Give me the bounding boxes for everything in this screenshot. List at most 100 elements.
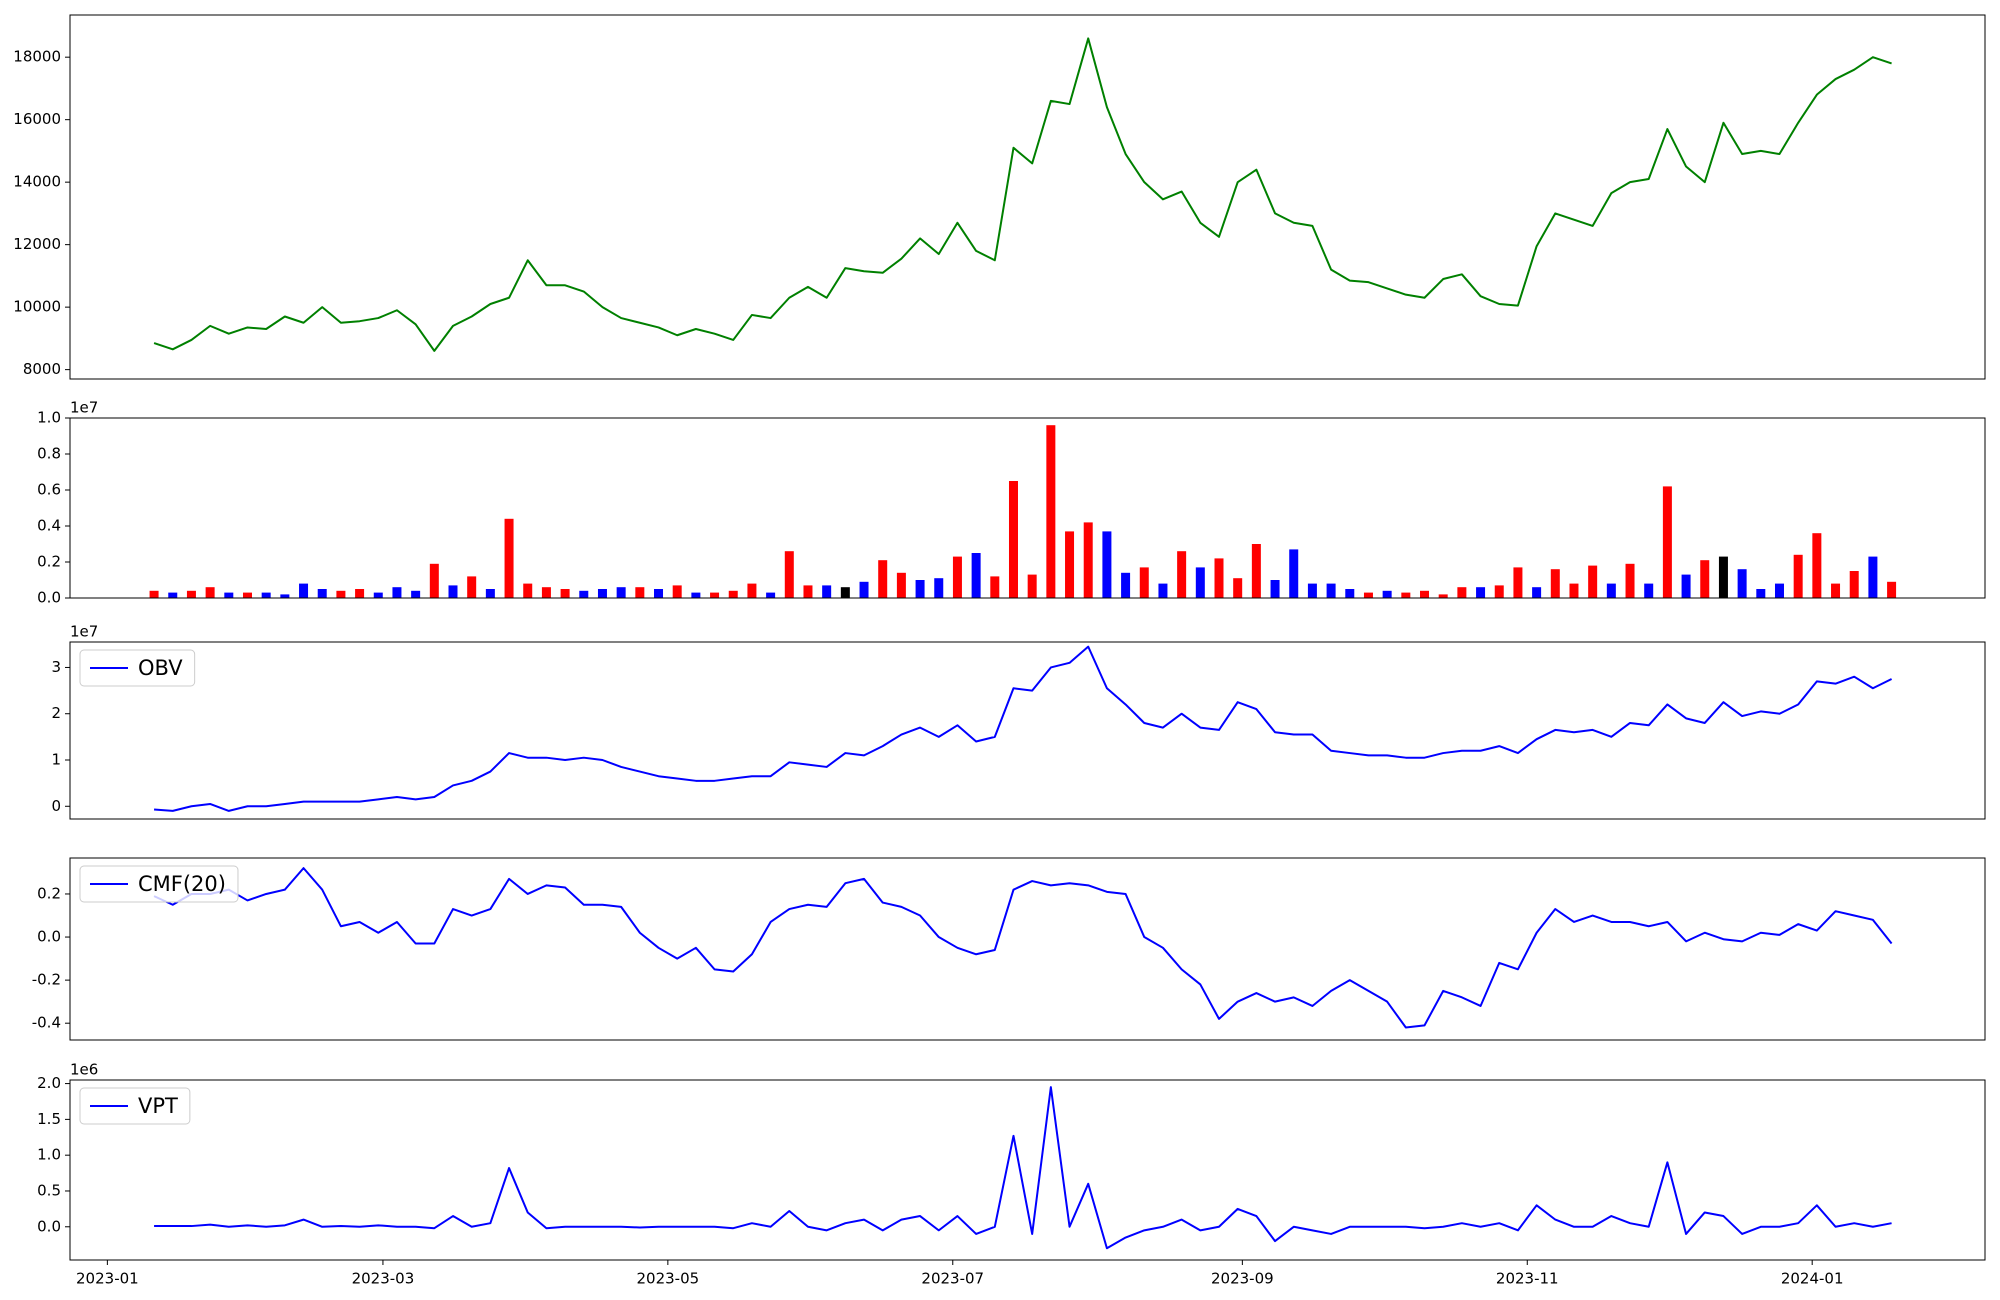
volume-bar: [541, 587, 551, 598]
volume-bar: [1644, 583, 1654, 598]
y-tick-label: 0.0: [37, 589, 61, 607]
volume-bar: [1625, 563, 1635, 598]
volume-bar: [747, 583, 757, 598]
axis-offset-text: 1e7: [70, 623, 98, 641]
data-line: [153, 867, 1893, 1029]
volume-bar: [280, 594, 290, 598]
volume-bar: [1812, 533, 1822, 598]
y-tick-label: 1.0: [37, 409, 61, 427]
axes-frame: [69, 1079, 1986, 1261]
volume-bar: [205, 587, 215, 598]
volume-bar: [971, 553, 981, 598]
volume-bar: [1513, 567, 1523, 598]
volume-bar: [504, 518, 514, 598]
y-tick-label: -0.4: [32, 1014, 61, 1032]
y-tick-label: 1.0: [37, 1146, 61, 1164]
y-tick-label: 14000: [13, 173, 61, 191]
volume-bar: [242, 592, 252, 598]
legend-label: VPT: [138, 1094, 178, 1118]
volume-bar: [1887, 581, 1897, 598]
volume-bar: [654, 589, 664, 598]
volume-bar: [784, 551, 794, 598]
volume-bar: [1718, 556, 1728, 598]
volume-bar: [1476, 587, 1486, 598]
legend-label: OBV: [138, 656, 183, 680]
y-tick-label: 10000: [13, 298, 61, 316]
y-tick-label: 0.8: [37, 445, 61, 463]
volume-bar: [1008, 481, 1018, 598]
volume-bar: [1195, 567, 1205, 598]
y-tick-label: 0.5: [37, 1181, 61, 1199]
x-tick-label: 2023-11: [1496, 1270, 1559, 1288]
volume-bar: [467, 576, 477, 598]
y-tick-label: 3: [51, 658, 61, 676]
volume-bar: [373, 592, 383, 598]
volume-bar: [523, 583, 533, 598]
volume-bar: [1681, 574, 1691, 598]
volume-bar: [1774, 583, 1784, 598]
y-tick-label: 1: [51, 751, 61, 769]
y-tick-label: 0: [51, 797, 61, 815]
y-tick-label: -0.2: [32, 971, 61, 989]
plot-area: [70, 15, 1985, 379]
legend: CMF(20): [79, 865, 239, 903]
volume-bar: [635, 587, 645, 598]
volume-bar: [1868, 556, 1878, 598]
axes-frame: [69, 417, 1986, 599]
volume-bar: [168, 592, 178, 598]
volume-bar: [1121, 572, 1131, 598]
volume-bar: [1401, 592, 1411, 598]
y-tick-label: 0.6: [37, 481, 61, 499]
volume-bar: [579, 590, 589, 598]
volume-bar: [1158, 583, 1168, 598]
subplot: 8000 10000 12000 14000 16000 18000: [13, 14, 1986, 380]
data-line: [154, 1086, 1892, 1250]
y-tick-label: 0.2: [37, 884, 61, 902]
y-tick-label: 0.4: [37, 517, 61, 535]
volume-bar: [1270, 580, 1280, 598]
volume-bar: [1569, 583, 1579, 598]
volume-bar: [1662, 486, 1672, 598]
volume-bar: [691, 592, 701, 598]
plot-area: [70, 1080, 1985, 1260]
axis-offset-text: 1e6: [70, 1061, 98, 1079]
volume-bar: [1289, 549, 1299, 598]
volume-bar: [1177, 551, 1187, 598]
volume-bar: [1457, 587, 1467, 598]
y-tick-label: 1.5: [37, 1110, 61, 1128]
volume-bar: [952, 556, 962, 598]
volume-bar: [859, 581, 869, 598]
volume-bar: [990, 576, 1000, 598]
volume-bar: [934, 578, 944, 598]
volume-bar: [1494, 585, 1504, 598]
y-tick-label: 0.0: [37, 928, 61, 946]
axis-offset-text: 1e7: [70, 399, 98, 417]
axes-frame: [69, 641, 1986, 820]
volume-bar: [1700, 560, 1710, 598]
volume-bar: [1027, 574, 1037, 598]
volume-bar: [822, 585, 832, 598]
volume-bar: [766, 592, 776, 598]
x-tick-label: 2024-01: [1781, 1270, 1844, 1288]
volume-bar: [1214, 558, 1224, 598]
volume-bar: [392, 587, 402, 598]
y-tick-label: 12000: [13, 235, 61, 253]
volume-bar: [1233, 578, 1243, 598]
volume-bar: [672, 585, 682, 598]
volume-bar: [429, 563, 439, 598]
volume-bar: [1756, 589, 1766, 598]
volume-bar: [1139, 567, 1149, 598]
volume-bar: [1251, 544, 1261, 598]
volume-bar: [1606, 583, 1616, 598]
volume-bar: [878, 560, 888, 598]
subplot: 0.0 0.2 0.4 0.6 0.8 1.0 1e7: [37, 399, 1986, 607]
x-tick-label: 2023-07: [921, 1270, 984, 1288]
volume-bar: [1849, 571, 1859, 598]
legend: VPT: [79, 1087, 191, 1125]
volume-bar: [896, 572, 906, 598]
volume-bar: [448, 585, 458, 598]
volume-bar: [1737, 569, 1747, 598]
volume-bar: [1438, 594, 1448, 598]
